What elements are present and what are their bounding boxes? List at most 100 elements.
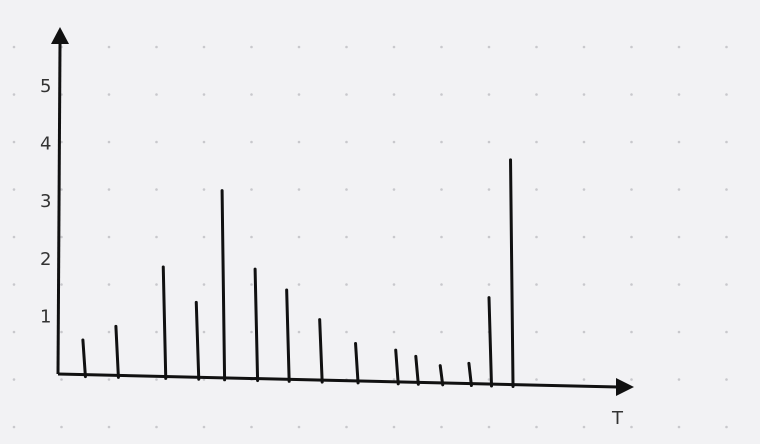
grid-dot bbox=[535, 283, 538, 286]
grid-dot bbox=[155, 140, 158, 144]
grid-dot bbox=[535, 188, 538, 191]
dot-grid bbox=[12, 45, 728, 429]
grid-dot bbox=[630, 330, 633, 334]
grid-dot bbox=[582, 425, 586, 429]
grid-dot bbox=[250, 235, 253, 239]
grid-dot bbox=[155, 425, 158, 429]
grid-dot bbox=[250, 140, 253, 144]
grid-dot bbox=[250, 283, 253, 286]
grid-dot bbox=[12, 330, 16, 334]
grid-dot bbox=[487, 425, 491, 429]
grid-dot bbox=[12, 140, 16, 144]
x-axis-label: T bbox=[611, 408, 624, 429]
spike-bar bbox=[194, 300, 201, 381]
y-tick-label: 3 bbox=[40, 191, 51, 212]
grid-dot bbox=[725, 330, 728, 334]
y-axis bbox=[56, 43, 62, 375]
grid-dot bbox=[60, 235, 63, 239]
grid-dot bbox=[440, 45, 443, 49]
grid-dot bbox=[250, 425, 253, 429]
grid-dot bbox=[630, 188, 633, 191]
grid-dot bbox=[725, 45, 728, 49]
grid-dot bbox=[392, 425, 396, 429]
grid-dot bbox=[107, 188, 111, 191]
grid-dot bbox=[725, 235, 728, 239]
grid-dot bbox=[297, 140, 301, 144]
grid-dot bbox=[487, 283, 491, 286]
grid-dot bbox=[107, 93, 111, 96]
grid-dot bbox=[297, 283, 301, 286]
grid-dot bbox=[202, 330, 206, 334]
grid-dot bbox=[630, 378, 633, 381]
grid-dot bbox=[535, 378, 538, 381]
spike-bar bbox=[318, 318, 324, 384]
grid-dot bbox=[630, 283, 633, 286]
grid-dot bbox=[107, 45, 111, 49]
grid-dot bbox=[582, 378, 586, 381]
spike-bar bbox=[161, 265, 168, 380]
grid-dot bbox=[155, 93, 158, 96]
grid-dot bbox=[630, 45, 633, 49]
grid-dot bbox=[487, 45, 491, 49]
grid-dot bbox=[725, 378, 728, 381]
grid-dot bbox=[582, 45, 586, 49]
grid-dot bbox=[12, 45, 16, 49]
grid-dot bbox=[202, 45, 206, 49]
grid-dot bbox=[725, 93, 728, 96]
grid-dot bbox=[297, 45, 301, 49]
grid-dot bbox=[250, 188, 253, 191]
grid-dot bbox=[107, 283, 111, 286]
spike-bar bbox=[354, 341, 360, 385]
grid-dot bbox=[582, 140, 586, 144]
grid-dot bbox=[535, 93, 538, 96]
grid-dot bbox=[487, 188, 491, 191]
grid-dot bbox=[202, 425, 206, 429]
grid-dot bbox=[440, 283, 443, 286]
grid-dot bbox=[107, 425, 111, 429]
grid-dot bbox=[487, 235, 491, 239]
grid-dot bbox=[725, 140, 728, 144]
grid-dot bbox=[202, 93, 206, 96]
grid-dot bbox=[345, 93, 348, 96]
spike-bar bbox=[81, 338, 87, 379]
grid-dot bbox=[630, 140, 633, 144]
grid-dot bbox=[60, 283, 63, 286]
x-axis-arrow bbox=[616, 378, 634, 396]
grid-dot bbox=[630, 425, 633, 429]
grid-dot bbox=[725, 283, 728, 286]
grid-dot bbox=[535, 45, 538, 49]
grid-dot bbox=[725, 425, 728, 429]
grid-dot bbox=[107, 330, 111, 334]
grid-dot bbox=[535, 235, 538, 239]
grid-dot bbox=[12, 378, 16, 381]
grid-dot bbox=[297, 188, 301, 191]
grid-dot bbox=[60, 330, 63, 334]
grid-dot bbox=[487, 378, 491, 381]
grid-dot bbox=[582, 93, 586, 96]
grid-dot bbox=[202, 283, 206, 286]
grid-dot bbox=[677, 425, 681, 429]
grid-dot bbox=[677, 93, 681, 96]
grid-dot bbox=[392, 330, 396, 334]
y-tick-label: 1 bbox=[40, 306, 51, 327]
x-axis bbox=[57, 372, 619, 389]
grid-dot bbox=[12, 93, 16, 96]
grid-dot bbox=[107, 140, 111, 144]
spike-bar bbox=[467, 361, 473, 388]
spike-bar bbox=[253, 267, 260, 383]
grid-dot bbox=[250, 45, 253, 49]
grid-dot bbox=[12, 283, 16, 286]
grid-dot bbox=[392, 378, 396, 381]
grid-dot bbox=[392, 93, 396, 96]
spike-bar bbox=[114, 324, 120, 379]
grid-dot bbox=[487, 93, 491, 96]
grid-dot bbox=[582, 330, 586, 334]
y-tick-labels: 1 2 3 4 5 bbox=[40, 76, 51, 327]
grid-dot bbox=[297, 235, 301, 239]
grid-dot bbox=[630, 93, 633, 96]
grid-dot bbox=[60, 378, 63, 381]
grid-dot bbox=[250, 330, 253, 334]
grid-dot bbox=[440, 93, 443, 96]
